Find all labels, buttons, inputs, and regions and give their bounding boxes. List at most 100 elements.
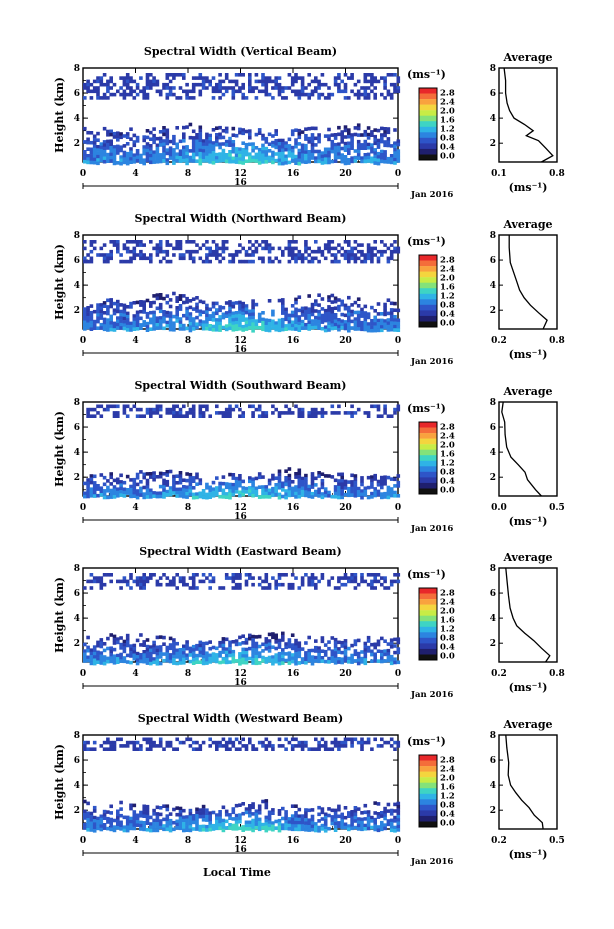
heatmap-cell bbox=[300, 744, 305, 748]
heatmap-cell bbox=[218, 73, 222, 77]
heatmap-cell bbox=[330, 159, 335, 164]
heatmap-cell bbox=[83, 86, 87, 90]
heatmap-cell bbox=[92, 323, 97, 327]
heatmap-cell bbox=[96, 96, 100, 100]
heatmap-cell bbox=[125, 135, 130, 139]
heatmap-cell bbox=[281, 816, 285, 821]
heatmap-cell bbox=[257, 811, 262, 815]
heatmap-cell bbox=[350, 823, 354, 827]
heatmap-cell bbox=[386, 246, 391, 251]
heatmap-cell bbox=[152, 140, 156, 145]
heatmap-cell bbox=[300, 79, 305, 84]
heatmap-cell bbox=[208, 153, 212, 158]
heatmap-cell bbox=[281, 158, 285, 163]
heatmap-cell bbox=[119, 579, 123, 584]
heatmap-cell bbox=[145, 651, 150, 655]
heatmap-cell bbox=[178, 813, 183, 817]
heatmap-cell bbox=[333, 586, 338, 590]
heatmap-cell bbox=[366, 485, 371, 490]
heatmap-cell bbox=[198, 824, 203, 829]
heatmap-cell bbox=[347, 328, 351, 333]
heatmap-cell bbox=[228, 259, 232, 264]
heatmap-cell bbox=[162, 472, 166, 476]
heatmap-cell bbox=[317, 92, 321, 97]
heatmap-cell bbox=[218, 488, 222, 492]
heatmap-cell bbox=[198, 640, 203, 645]
heatmap-cell bbox=[356, 807, 361, 811]
heatmap-cell bbox=[129, 494, 133, 499]
colorbar-segment bbox=[419, 632, 437, 639]
heatmap-cell bbox=[380, 582, 384, 587]
heatmap-cell bbox=[284, 161, 288, 165]
heatmap-cell bbox=[376, 744, 381, 748]
heatmap-cell bbox=[304, 661, 308, 665]
heatmap-cell bbox=[396, 86, 401, 90]
heatmap-cell bbox=[218, 650, 222, 655]
heatmap-cell bbox=[310, 495, 315, 499]
heatmap-cell bbox=[360, 327, 364, 332]
heatmap-cell bbox=[201, 139, 206, 143]
colorbar-unit: (ms⁻¹) bbox=[407, 68, 446, 81]
heatmap-cell bbox=[99, 414, 104, 418]
heatmap-cell bbox=[96, 816, 100, 821]
heatmap-cell bbox=[228, 303, 232, 307]
x-tick-label: 8 bbox=[185, 836, 191, 846]
heatmap-cell bbox=[122, 323, 127, 327]
heatmap-cell bbox=[172, 658, 176, 662]
heatmap-cell bbox=[294, 73, 298, 77]
heatmap-cell bbox=[360, 253, 364, 257]
y-tick-label: 6 bbox=[74, 589, 80, 599]
heatmap-cell bbox=[340, 744, 344, 748]
heatmap-cell bbox=[129, 820, 133, 824]
heatmap-cell bbox=[396, 805, 401, 809]
heatmap-cell bbox=[116, 243, 120, 247]
heatmap-cell bbox=[211, 253, 216, 257]
heatmap-cell bbox=[228, 826, 232, 830]
heatmap-cell bbox=[109, 256, 113, 261]
heatmap-cell bbox=[320, 249, 325, 254]
heatmap-cell bbox=[284, 144, 288, 149]
heatmap-cell bbox=[241, 301, 245, 306]
heatmap-cell bbox=[106, 324, 110, 329]
heatmap-cell bbox=[89, 240, 94, 244]
heatmap-cell bbox=[195, 243, 199, 247]
heatmap-cell bbox=[300, 309, 305, 314]
heatmap-cell bbox=[383, 143, 387, 148]
heatmap-cell bbox=[323, 325, 328, 329]
heatmap-cell bbox=[208, 140, 212, 144]
heatmap-cell bbox=[83, 494, 87, 499]
heatmap-cell bbox=[320, 636, 325, 640]
heatmap-cell bbox=[152, 640, 156, 645]
heatmap-cell bbox=[267, 132, 272, 137]
heatmap-cell bbox=[297, 481, 302, 486]
heatmap-cell bbox=[119, 823, 123, 828]
heatmap-cell bbox=[281, 658, 285, 662]
heatmap-cell bbox=[195, 586, 199, 590]
heatmap-cell bbox=[106, 495, 110, 500]
heatmap-cell bbox=[238, 474, 242, 478]
heatmap-cell bbox=[228, 153, 232, 157]
heatmap-cell bbox=[241, 96, 245, 100]
heatmap-cell bbox=[294, 811, 298, 815]
heatmap-cell bbox=[327, 315, 331, 319]
heatmap-cell bbox=[86, 160, 90, 165]
heatmap-cell bbox=[109, 139, 113, 143]
heatmap-cell bbox=[116, 134, 120, 139]
heatmap-cell bbox=[168, 825, 173, 830]
heatmap-cell bbox=[188, 818, 193, 823]
heatmap-cell bbox=[297, 827, 302, 832]
heatmap-cell bbox=[188, 249, 193, 254]
heatmap-cell bbox=[389, 477, 394, 481]
heatmap-cell bbox=[389, 154, 394, 158]
heatmap-cell bbox=[211, 328, 216, 332]
heatmap-cell bbox=[158, 246, 163, 251]
heatmap-cell bbox=[139, 486, 143, 491]
heatmap-cell bbox=[165, 135, 170, 139]
heatmap-cell bbox=[393, 477, 397, 482]
heatmap-cell bbox=[376, 404, 381, 409]
y-tick-label: 2 bbox=[74, 806, 80, 816]
heatmap-cell bbox=[102, 642, 107, 646]
heatmap-cell bbox=[323, 147, 328, 152]
heatmap-cell bbox=[373, 154, 377, 159]
heatmap-cell bbox=[215, 156, 219, 160]
